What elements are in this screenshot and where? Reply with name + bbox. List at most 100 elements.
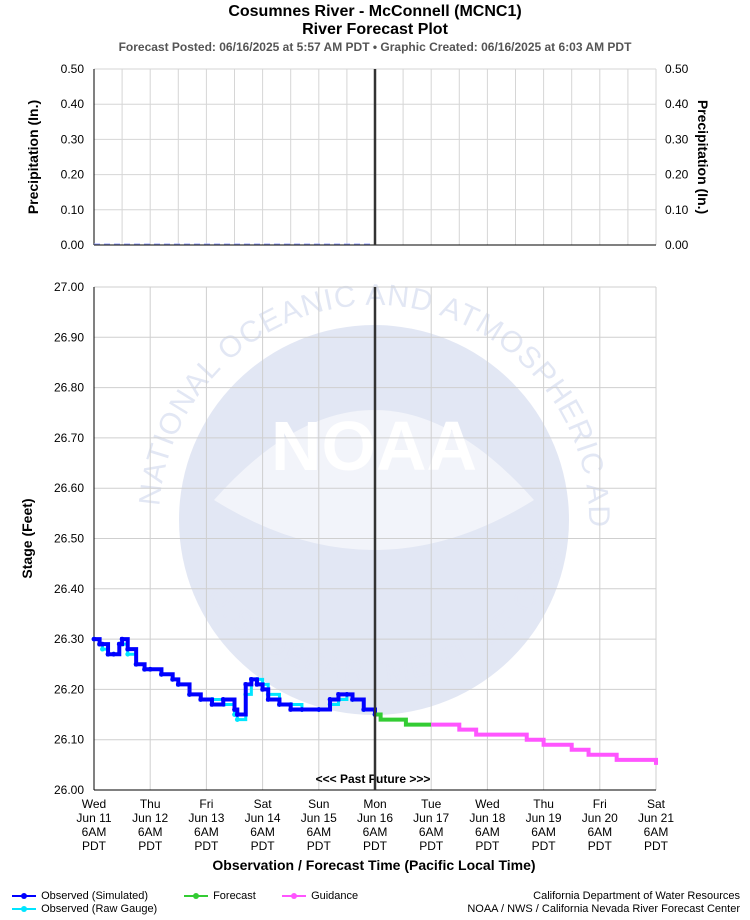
precip-ytick-left: 0.10 bbox=[61, 203, 85, 217]
stage-xtick-label: Jun 11 bbox=[76, 811, 111, 825]
stage-series-1-point bbox=[277, 702, 282, 707]
stage-xtick-label: Fri bbox=[593, 797, 607, 811]
stage-ytick: 26.10 bbox=[54, 733, 84, 747]
stage-series-1-point bbox=[243, 681, 249, 687]
stage-xtick-label: Sun bbox=[308, 797, 329, 811]
precip-ytick-left: 0.20 bbox=[61, 168, 85, 182]
stage-series-1-point bbox=[100, 641, 105, 647]
legend-swatch-forecast-icon bbox=[184, 893, 208, 900]
stage-xtick-label: 6AM bbox=[419, 825, 444, 839]
stage-xtick-label: Jun 17 bbox=[413, 811, 449, 825]
stage-series-1-point bbox=[336, 692, 341, 697]
stage-xtick-label: PDT bbox=[251, 839, 276, 853]
stage-xtick-label: 6AM bbox=[194, 825, 219, 839]
stage-series-1-point bbox=[187, 692, 192, 697]
stage-series-0-point bbox=[234, 717, 240, 722]
stage-series-1-point bbox=[299, 707, 305, 712]
precip-ytick-left: 0.40 bbox=[61, 97, 85, 111]
stage-series-1-point bbox=[91, 636, 97, 642]
stage-series-3-line bbox=[431, 722, 658, 765]
stage-series-1-point bbox=[288, 707, 294, 712]
stage-xtick-label: 6AM bbox=[475, 825, 500, 839]
stage-series-1-point bbox=[361, 707, 367, 712]
stage-series-1-point bbox=[133, 661, 139, 667]
legend-item-guidance: Guidance bbox=[282, 890, 358, 902]
stage-series-1-point bbox=[248, 676, 254, 682]
stage-ytick: 26.90 bbox=[54, 330, 84, 344]
stage-xtick-label: Sat bbox=[254, 797, 273, 811]
stage-series-1-point bbox=[119, 636, 125, 642]
stage-xtick-label: PDT bbox=[194, 839, 219, 853]
stage-xtick-label: Tue bbox=[421, 797, 442, 811]
stage-xtick-label: Wed bbox=[475, 797, 499, 811]
stage-ytick: 26.70 bbox=[54, 431, 84, 445]
stage-ytick: 26.20 bbox=[54, 682, 84, 696]
stage-ytick: 26.80 bbox=[54, 381, 84, 395]
stage-xtick-label: Sat bbox=[647, 797, 666, 811]
precip-ytick-left: 0.30 bbox=[61, 132, 85, 146]
stage-ytick: 26.30 bbox=[54, 632, 84, 646]
stage-ytick: 26.50 bbox=[54, 532, 84, 546]
stage-xtick-label: PDT bbox=[138, 839, 163, 853]
credit-dwr: California Department of Water Resources bbox=[533, 890, 740, 902]
legend-label-raw: Observed (Raw Gauge) bbox=[41, 903, 158, 915]
stage-xtick-label: 6AM bbox=[138, 825, 163, 839]
stage-xtick-label: PDT bbox=[419, 839, 444, 853]
precip-ytick-right: 0.50 bbox=[665, 62, 689, 76]
stage-series-1-point bbox=[159, 671, 164, 677]
legend-swatch-guidance-icon bbox=[282, 893, 306, 900]
stage-series-1-point bbox=[344, 692, 350, 697]
stage-xtick-label: Fri bbox=[199, 797, 213, 811]
precip-ytick-right: 0.20 bbox=[665, 168, 689, 182]
precip-ytick-right: 0.00 bbox=[665, 238, 689, 252]
stage-series-1-point bbox=[350, 697, 355, 702]
legend-label-guidance: Guidance bbox=[311, 890, 359, 902]
stage-xtick-label: Jun 15 bbox=[301, 811, 337, 825]
stage-series-1-point bbox=[220, 697, 226, 702]
stage-series-1-point bbox=[232, 707, 237, 712]
precip-ytick-left: 0.50 bbox=[61, 62, 85, 76]
stage-ytick: 26.40 bbox=[54, 582, 84, 596]
stage-series-1-point bbox=[116, 641, 122, 647]
stage-series-0-point bbox=[125, 651, 131, 657]
precip-ylabel-left: Precipitation (In.) bbox=[25, 100, 41, 214]
stage-xtick-label: PDT bbox=[644, 839, 669, 853]
precip-ylabel-right: Precipitation (In.) bbox=[695, 100, 711, 214]
stage-ytick: 26.00 bbox=[54, 783, 84, 797]
stage-series-1-point bbox=[111, 651, 117, 657]
stage-xtick-label: Wed bbox=[82, 797, 106, 811]
stage-xtick-label: PDT bbox=[588, 839, 613, 853]
stage-xtick-label: 6AM bbox=[644, 825, 669, 839]
stage-xtick-label: 6AM bbox=[306, 825, 331, 839]
stage-series-1-point bbox=[170, 676, 176, 682]
precip-ytick-left: 0.00 bbox=[61, 238, 85, 252]
stage-series-1-point bbox=[327, 697, 333, 702]
stage-xtick-label: 6AM bbox=[531, 825, 556, 839]
stage-xtick-label: 6AM bbox=[250, 825, 275, 839]
stage-series-1-point bbox=[234, 712, 240, 717]
precip-ytick-right: 0.40 bbox=[665, 97, 689, 111]
legend-swatch-simulated-icon bbox=[12, 893, 36, 900]
chart-subtitle: River Forecast Plot bbox=[302, 21, 448, 38]
stage-xtick-label: 6AM bbox=[587, 825, 612, 839]
stage-xtick-label: Thu bbox=[140, 797, 161, 811]
stage-series-1-point bbox=[198, 697, 204, 702]
stage-series-1-point bbox=[209, 702, 215, 707]
stage-xtick-label: Jun 19 bbox=[526, 811, 562, 825]
stage-series-2-line bbox=[375, 712, 432, 727]
stage-xtick-label: PDT bbox=[307, 839, 332, 853]
stage-xtick-label: PDT bbox=[475, 839, 500, 853]
stage-xtick-label: Jun 14 bbox=[245, 811, 281, 825]
stage-series-1-point bbox=[260, 687, 265, 692]
chart-title: Cosumnes River - McConnell (MCNC1) bbox=[228, 3, 522, 20]
stage-series-1-point bbox=[147, 666, 153, 672]
legend-label-simulated: Observed (Simulated) bbox=[41, 890, 149, 902]
stage-xtick-label: Jun 21 bbox=[638, 811, 674, 825]
stage-series-1-point bbox=[105, 651, 111, 657]
precip-ytick-right: 0.10 bbox=[665, 203, 689, 217]
precip-ytick-right: 0.30 bbox=[665, 132, 689, 146]
stage-series-1-point bbox=[254, 681, 260, 687]
stage-xtick-label: PDT bbox=[532, 839, 557, 853]
